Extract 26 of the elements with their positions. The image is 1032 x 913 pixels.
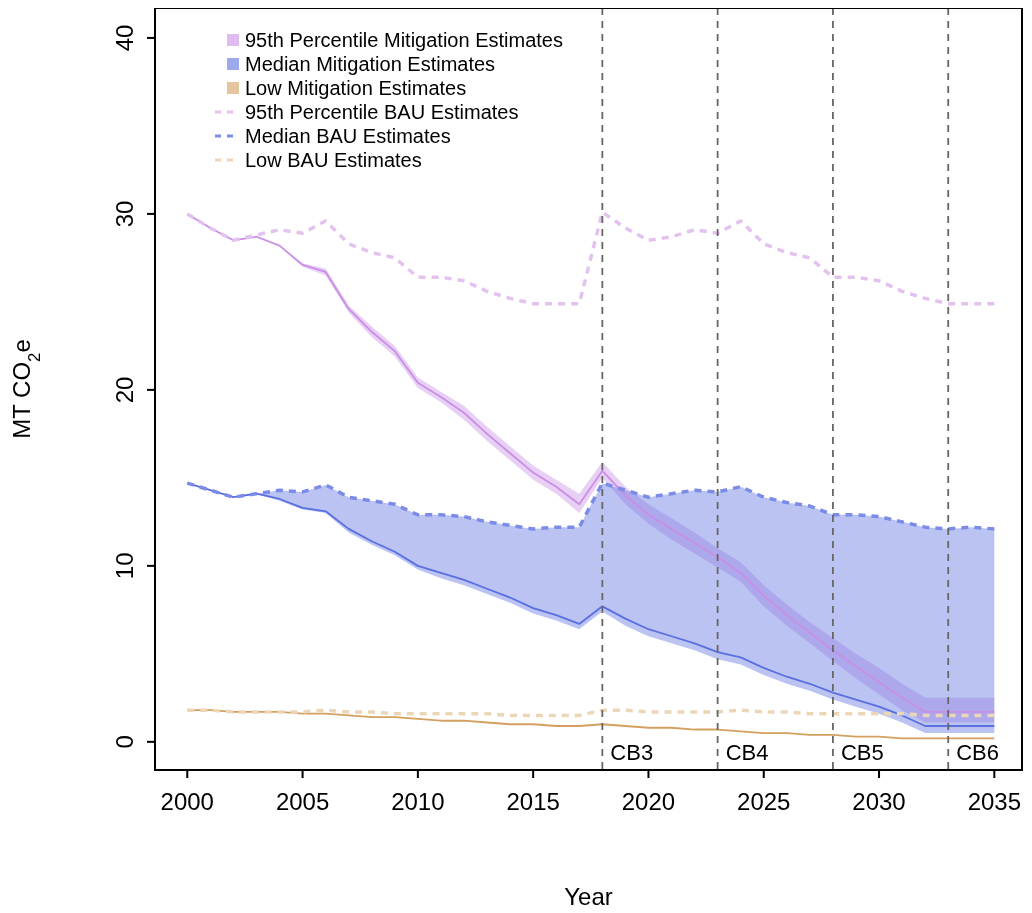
legend-label: 95th Percentile BAU Estimates <box>245 101 519 123</box>
y-tick-label: 0 <box>111 735 138 749</box>
x-tick-label: 2000 <box>160 788 214 815</box>
ref-line-label: CB5 <box>840 740 884 765</box>
legend-label: Median BAU Estimates <box>245 125 451 147</box>
ref-line-label: CB3 <box>610 740 654 765</box>
legend-label: Median Mitigation Estimates <box>245 53 496 75</box>
y-tick-label: 30 <box>111 200 138 228</box>
x-tick-label: 2025 <box>737 788 791 815</box>
x-axis-title: Year <box>564 883 613 910</box>
ref-line-label: CB4 <box>725 740 769 765</box>
x-tick-label: 2035 <box>967 788 1022 815</box>
x-tick-label: 2015 <box>506 788 560 815</box>
x-tick-label: 2030 <box>852 788 906 815</box>
ref-line-label: CB6 <box>956 740 1000 765</box>
legend-label: Low Mitigation Estimates <box>245 77 467 99</box>
x-tick-label: 2020 <box>621 788 676 815</box>
y-tick-label: 20 <box>111 376 138 404</box>
y-tick-label: 10 <box>111 552 138 580</box>
legend-label: Low BAU Estimates <box>245 149 422 171</box>
legend-label: 95th Percentile Mitigation Estimates <box>245 29 563 51</box>
line-series <box>185 210 997 306</box>
x-tick-label: 2005 <box>275 788 330 815</box>
line-series <box>185 481 997 531</box>
y-tick-label: 40 <box>111 24 138 52</box>
x-tick-label: 2010 <box>391 788 445 815</box>
